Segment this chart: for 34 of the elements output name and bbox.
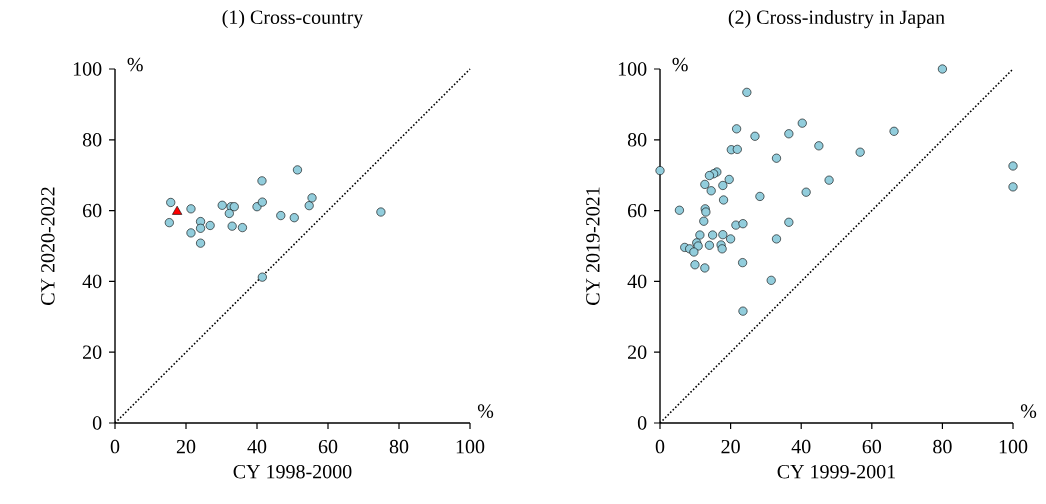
x-tick-label: 40 [247,439,267,454]
text: % [1020,404,1037,418]
x-tick-label: 40 [791,439,811,454]
y-tick-label: 40 [82,274,102,289]
x-tick-label: 80 [933,439,952,454]
chart-title: (1) Cross-country [222,9,364,29]
x-tick-label: 100 [999,439,1028,454]
annotation: % [672,57,688,72]
x-tick-label: 60 [318,439,338,454]
y-tick-label: 40 [627,274,647,289]
y-tick-label: 60 [628,203,647,218]
y-tick-label: 80 [627,133,647,147]
x-tick-label: 20 [721,439,740,454]
y-tick-label: 80 [82,133,102,147]
x-tick-label: 80 [389,439,409,454]
y-tick-label: 0 [92,416,102,430]
y-tick-label: 20 [628,345,647,359]
x-tick-label: 0 [655,439,665,454]
x-axis-title: CY 1998-2000 [233,464,352,479]
x-tick-label: 60 [862,439,882,454]
text: % [477,404,494,418]
y-tick-label: 20 [83,345,102,359]
y-tick-label: 100 [73,62,102,76]
y-tick-label: 100 [618,62,647,76]
annotation: % [127,57,143,72]
chart-title: (2) Cross-industry in Japan [728,9,945,29]
y-tick-label: 60 [83,203,102,218]
y-axis-title: CY 2019-2021 [586,187,600,305]
y-axis-title: CY 2020-2022 [41,187,55,305]
x-tick-label: 100 [456,439,485,454]
y-tick-label: 0 [637,416,647,430]
x-tick-label: 20 [176,439,196,454]
x-axis-title: CY 1999-2001 [777,464,895,479]
x-tick-label: 0 [110,439,120,454]
